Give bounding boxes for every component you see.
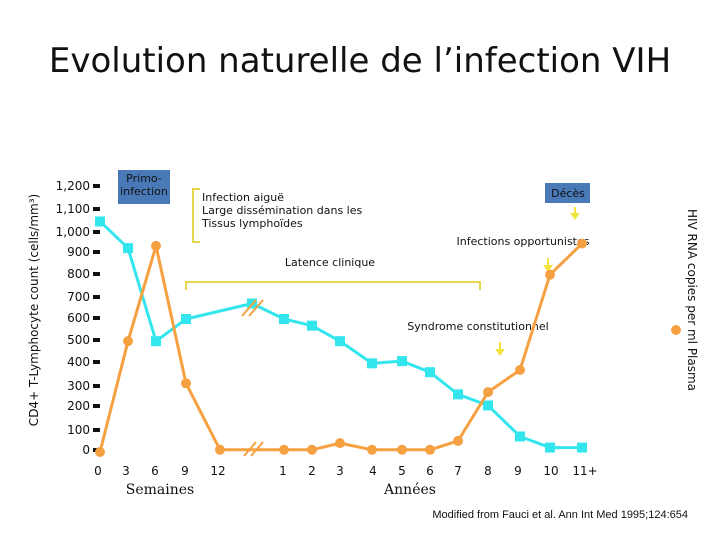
axis-break-mark (241, 299, 257, 317)
cd4-data-point (181, 314, 191, 324)
hiv-rna-data-point (307, 444, 317, 455)
hiv-rna-data-point (515, 364, 525, 375)
left-tick-label: 700 (67, 290, 90, 304)
years-label: Années (383, 482, 436, 498)
acute-infection-label: Large dissémination dans les (202, 204, 363, 217)
weeks-label: Semaines (126, 482, 194, 498)
left-tick-label: 600 (67, 311, 90, 325)
hiv-rna-series-line (98, 242, 584, 453)
cd4-data-point (453, 389, 463, 400)
x-tick-label-year: 10 (543, 464, 558, 478)
chart-title: Evolution naturelle de l’infection VIH (49, 41, 671, 81)
hiv-rna-data-point (181, 378, 191, 389)
hiv-rna-data-point (367, 444, 377, 455)
hiv-rna-legend-marker (671, 325, 681, 335)
left-axis-label: CD4+ T-Lymphocyte count (cells/mm³) (27, 194, 41, 426)
x-tick-label-week: 12 (210, 464, 225, 478)
cd4-data-point (95, 216, 105, 227)
death-label: Décès (551, 187, 585, 200)
left-tick-label: 300 (67, 379, 90, 393)
x-tick-label-year: 11+ (572, 464, 597, 478)
left-tick-label: 1,200 (56, 179, 90, 193)
left-tick-label: 100 (67, 423, 90, 437)
left-tick-label: 900 (67, 245, 90, 259)
primo-infection-box (118, 170, 170, 204)
axis-break-mark (250, 441, 264, 457)
cd4-data-point (279, 314, 289, 324)
death-box (545, 183, 590, 203)
hiv-rna-data-point (453, 435, 463, 446)
left-tick-label: 800 (67, 267, 90, 281)
x-tick-label-week: 6 (151, 464, 159, 478)
left-tick-label: 500 (67, 333, 90, 347)
x-tick-label-week: 0 (94, 464, 102, 478)
constitutional-arrow-head (495, 349, 505, 356)
hiv-rna-data-point (577, 238, 587, 249)
acute-infection-label: Infection aiguë (202, 191, 284, 204)
series-layer (95, 216, 681, 457)
hiv-rna-data-point (425, 444, 435, 455)
hiv-rna-data-point (279, 444, 289, 455)
clinical-latency-bracket (185, 281, 481, 290)
hiv-rna-data-point (483, 387, 493, 398)
cd4-data-point (335, 336, 345, 347)
cd4-series-line (98, 220, 582, 450)
acute-infection-label: Tissus lymphoïdes (201, 217, 303, 230)
death-arrow-head (570, 213, 580, 220)
x-axis: 0 3 6 9 12 1 2 3 4 5 6 7 8 9 10 11+ (94, 464, 597, 478)
clinical-latency-label: Latence clinique (285, 256, 375, 269)
cd4-data-point (483, 400, 493, 411)
opportunistic-arrow-head (543, 265, 553, 272)
cd4-data-point (151, 336, 161, 347)
axis-break-mark (243, 441, 257, 457)
hiv-rna-data-point (215, 444, 225, 455)
left-tick-label: 200 (67, 399, 90, 413)
constitutional-syndrome-label: Syndrome constitutionnel (407, 320, 548, 333)
x-tick-label-year: 4 (369, 464, 377, 478)
axis-break-mark (248, 299, 264, 317)
source-note: Modified from Fauci et al. Ann Int Med 1… (432, 509, 688, 521)
x-tick-label-year: 2 (308, 464, 316, 478)
x-tick-label-year: 1 (279, 464, 287, 478)
cd4-data-point (307, 320, 317, 331)
hiv-rna-data-point (151, 240, 161, 251)
x-tick-label-year: 5 (398, 464, 406, 478)
x-tick-label-year: 7 (454, 464, 462, 478)
x-tick-label-year: 6 (426, 464, 434, 478)
left-tick-label: 1,000 (56, 225, 90, 239)
hiv-rna-data-point (123, 336, 133, 347)
cd4-data-point (425, 367, 435, 378)
opportunistic-infections-label: Infections opportunistes (456, 235, 589, 248)
primo-infection-label: Primo- (126, 172, 162, 185)
left-tick-label: 1,100 (56, 202, 90, 216)
right-axis-label: HIV RNA copies per ml Plasma (685, 209, 699, 391)
acute-infection-bracket (192, 188, 200, 243)
hiv-rna-data-point (545, 269, 555, 280)
x-tick-label-week: 3 (122, 464, 130, 478)
left-axis: 1,200 1,100 1,000 900 800 700 600 500 400 300 200 1… (56, 179, 100, 457)
cd4-data-point (367, 358, 377, 369)
hiv-rna-data-point (335, 438, 345, 449)
cd4-data-point (545, 442, 555, 453)
hiv-rna-data-point (95, 447, 105, 457)
x-tick-label-year: 9 (514, 464, 522, 478)
hiv-rna-data-point (397, 444, 407, 455)
primo-infection-label: infection (120, 185, 168, 198)
cd4-data-point (515, 431, 525, 442)
cd4-data-point (123, 243, 133, 254)
left-tick-label: 0 (82, 443, 90, 457)
x-tick-label-week: 9 (181, 464, 189, 478)
x-tick-label-year: 3 (336, 464, 344, 478)
left-tick-label: 400 (67, 355, 90, 369)
cd4-data-point (577, 442, 587, 453)
cd4-data-point (397, 356, 407, 367)
x-tick-label-year: 8 (484, 464, 492, 478)
